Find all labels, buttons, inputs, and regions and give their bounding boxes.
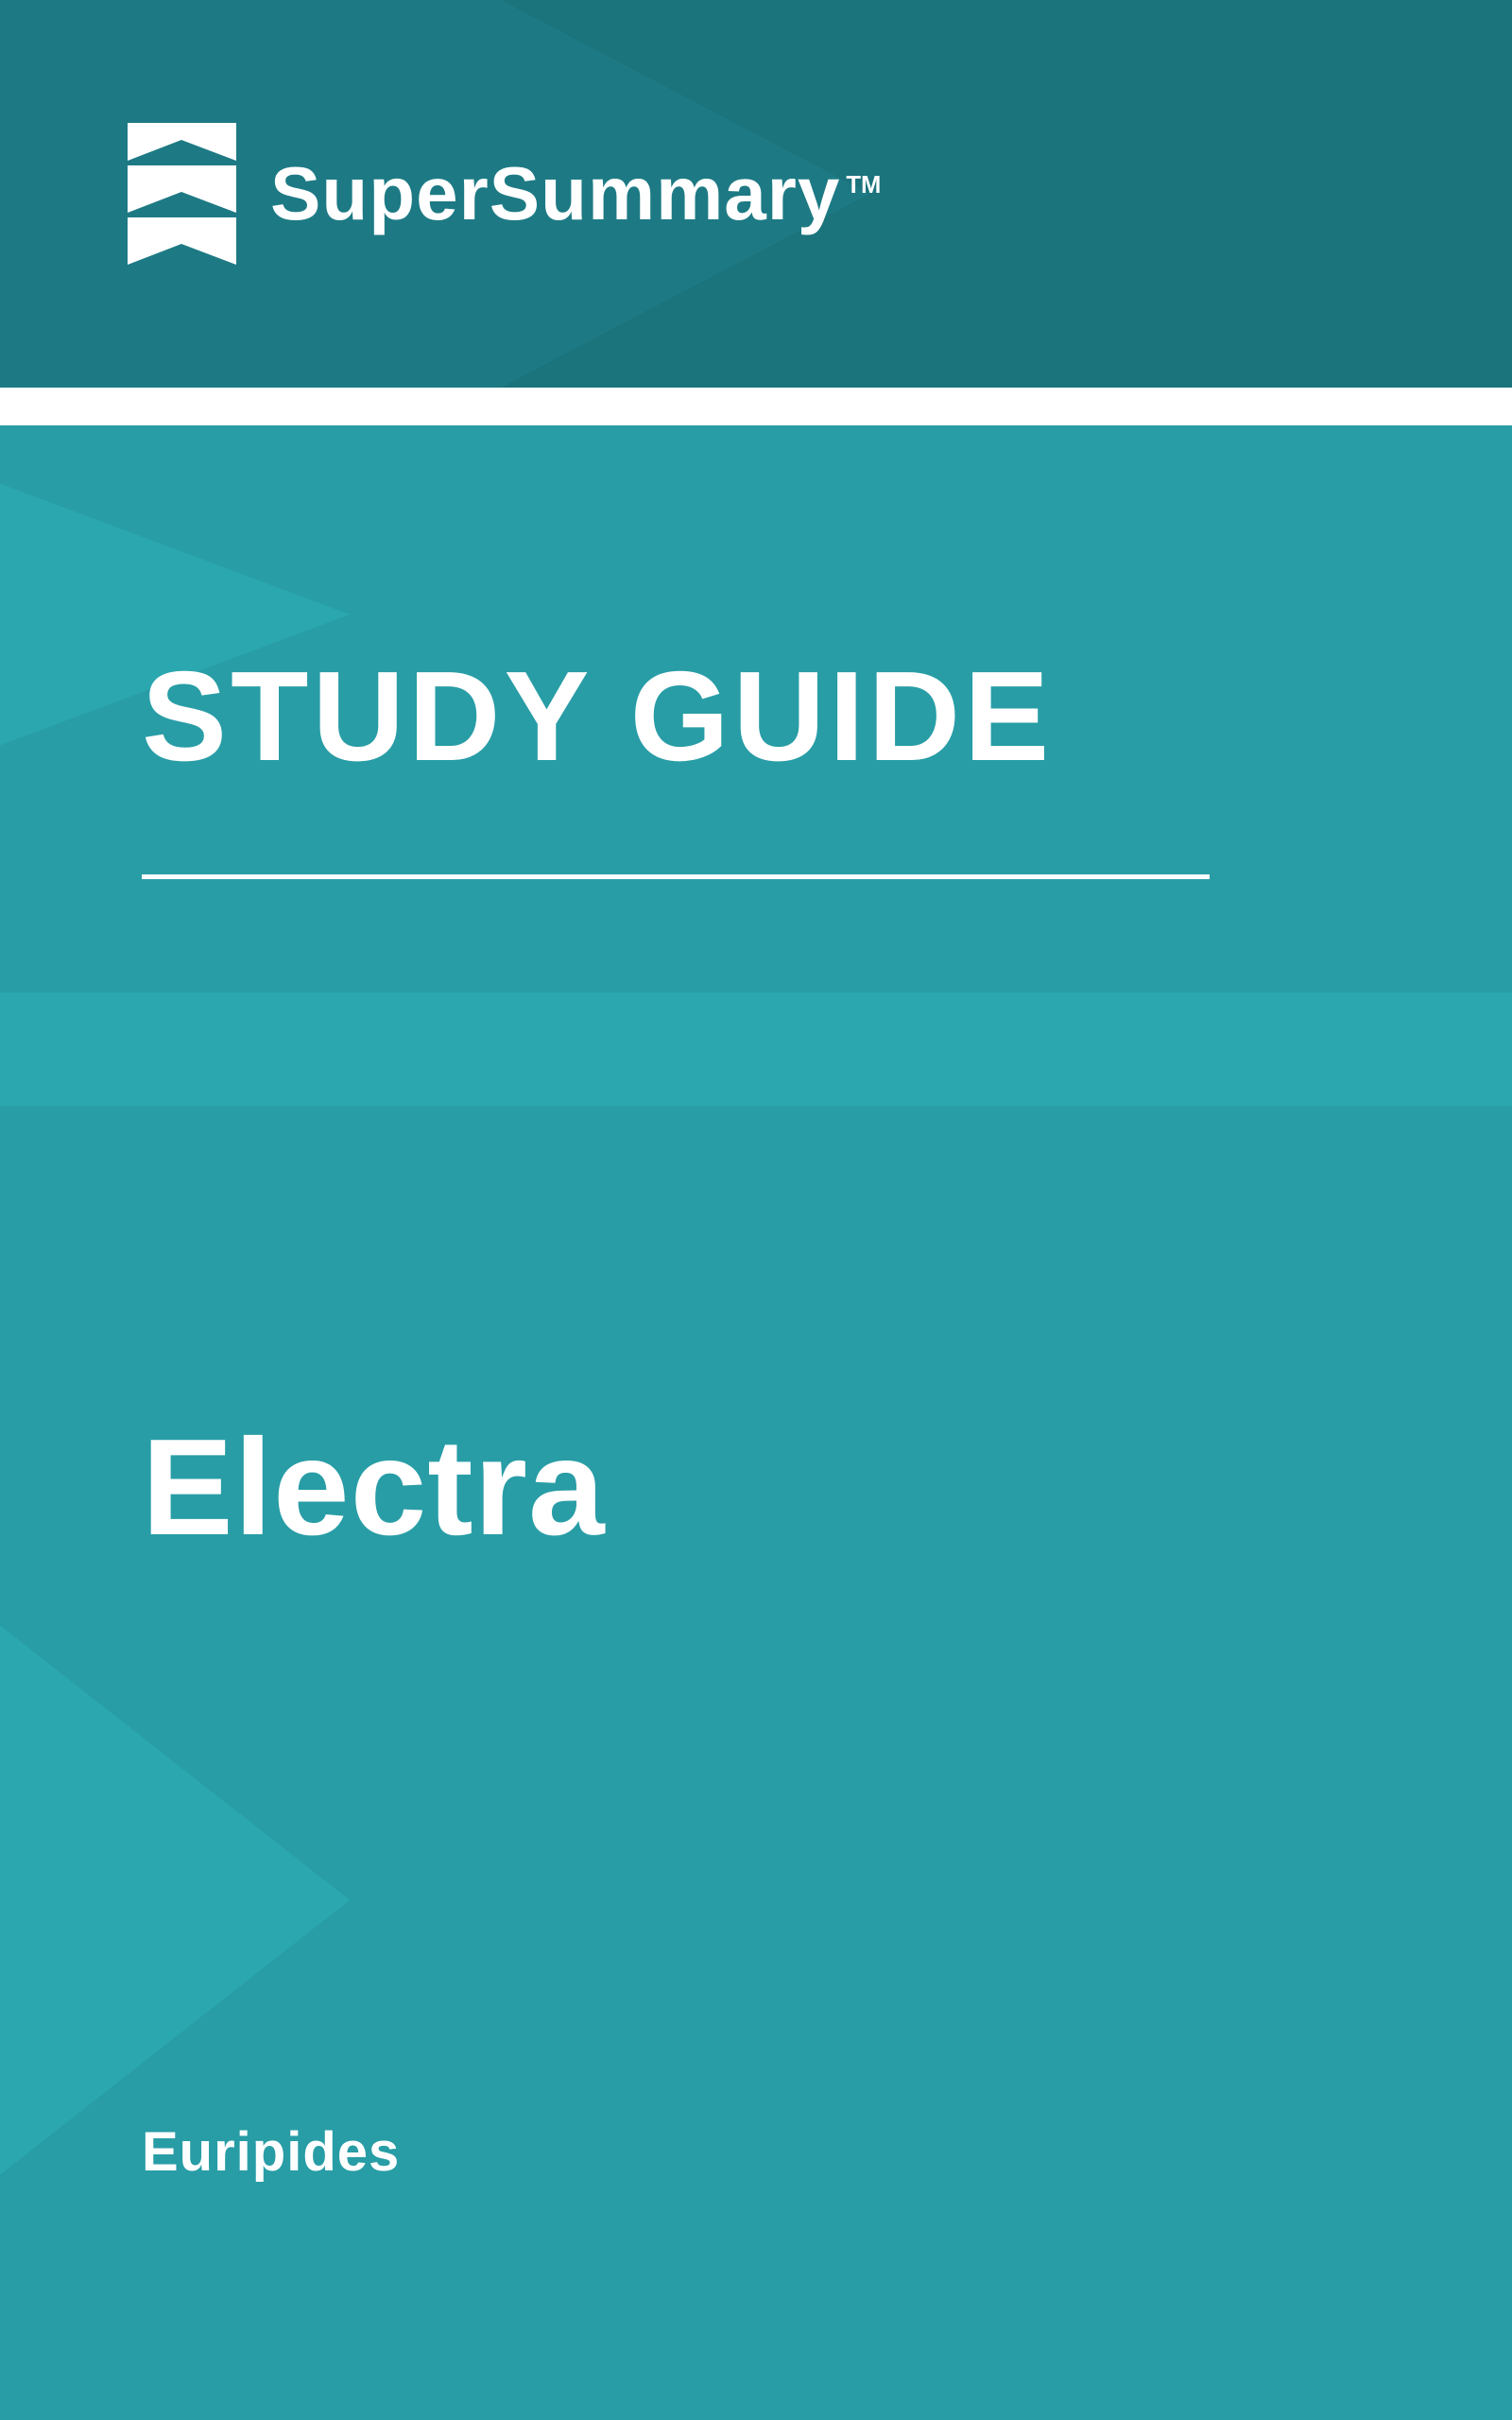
study-guide-label: STUDY GUIDE	[142, 643, 1370, 789]
book-title: Electra	[142, 1409, 1370, 1566]
trademark-symbol: TM	[846, 172, 881, 199]
separator-gap	[0, 388, 1512, 425]
cover-content: STUDY GUIDE Electra Euripides	[0, 425, 1512, 2420]
header-band: SuperSummaryTM	[0, 0, 1512, 388]
brand-logo: SuperSummaryTM	[128, 123, 881, 265]
brand-name: SuperSummaryTM	[270, 150, 881, 237]
book-author: Euripides	[142, 2120, 400, 2184]
cover-root: SuperSummaryTM STUDY GUIDE Electra Eurip…	[0, 0, 1512, 2420]
brand-name-text: SuperSummary	[270, 151, 840, 235]
body-band: STUDY GUIDE Electra Euripides	[0, 425, 1512, 2420]
divider-rule	[142, 874, 1210, 879]
bookmark-icon	[128, 123, 236, 265]
